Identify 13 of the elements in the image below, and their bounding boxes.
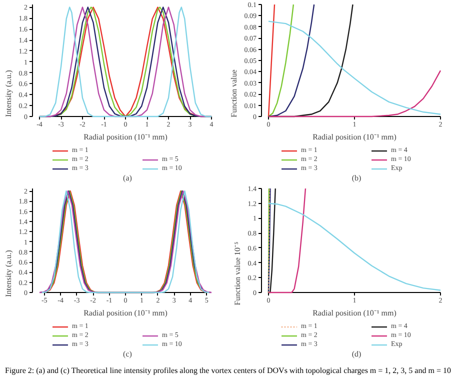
y-axis-title: Function value 10⁻⁵	[232, 242, 242, 306]
y-axis-title: Function value	[229, 69, 238, 118]
y-axis-title: Intensity (a.u.)	[4, 70, 13, 117]
x-axis-title: Radial position (10⁻¹ mm)	[84, 308, 168, 318]
y-axis-title: Intensity (a.u.)	[4, 250, 13, 297]
x-axis-title: Radial position (10⁻¹ mm)	[312, 132, 397, 142]
text: (b)	[352, 174, 362, 182]
x-axis-title: Radial position (10⁻¹ mm)	[84, 132, 168, 142]
text: (c)	[123, 350, 132, 358]
text: (a)	[123, 174, 132, 182]
caption: Figure 2: (a) and (c) Theoretical line intensity profiles along the vortex centers of DOVs with topological charges m = 1, 2, 3, 5 and m = 10	[5, 365, 451, 376]
text: (d)	[352, 350, 362, 358]
x-axis-title: Radial position (10⁻¹ mm)	[312, 308, 397, 318]
